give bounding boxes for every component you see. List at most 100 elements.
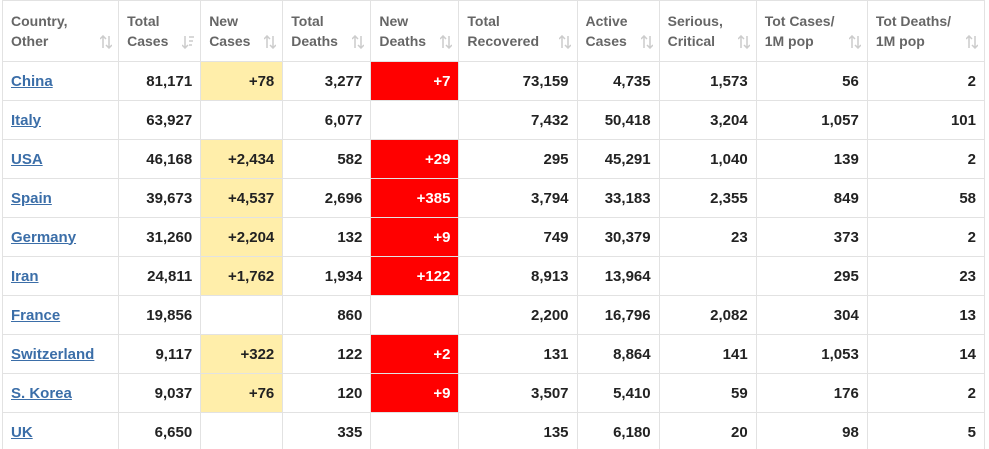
table-cell: +122 [370,256,460,296]
table-row: Iran 24,811 +1,762 1,934 +122 8,913 13,964 295 2… [1,256,986,296]
table-cell: 98 [755,412,868,449]
header-text: Serious, [667,13,723,29]
table-cell: +76 [200,373,284,413]
header-text: Total [291,13,324,29]
table-row: Italy 63,927 6,077 7,432 50,418 3,204 1,057 101 [1,100,986,140]
table-cell: 1,040 [658,139,757,179]
table-cell: 176 [755,373,868,413]
table-cell: 141 [658,334,757,374]
column-header[interactable]: Total Cases [118,0,202,62]
table-cell: 81,171 [118,61,202,101]
table-row: Switzerland 9,117 +322 122 +2 131 8,864 141 1,05… [1,334,986,374]
table-cell: 2 [866,217,986,257]
sort-icon[interactable] [440,35,453,49]
sort-glyph [848,35,861,49]
table-row: S. Korea 9,037 +76 120 +9 3,507 5,410 59 176 2 [1,373,986,413]
sort-icon[interactable] [558,35,571,49]
table-cell: USA [1,139,120,179]
table-cell: +2,204 [200,217,284,257]
country-link[interactable]: Switzerland [11,345,95,363]
column-header[interactable]: Country, Other [1,0,120,62]
table-cell: +78 [200,61,284,101]
country-link[interactable]: China [11,72,53,90]
sort-icon[interactable] [264,35,277,49]
sort-glyph [440,35,453,49]
table-cell: +322 [200,334,284,374]
country-link[interactable]: Germany [11,228,77,246]
header-text: Critical [667,33,716,49]
table-cell: 6,180 [576,412,660,449]
country-link[interactable]: USA [11,150,43,168]
country-link[interactable]: Spain [11,189,52,207]
column-header[interactable]: Tot Deaths/1M pop [866,0,986,62]
table-cell: China [1,61,120,101]
sort-icon[interactable] [182,35,195,49]
column-header[interactable]: New Deaths [370,0,460,62]
table-cell: 3,277 [282,61,372,101]
table-cell: 56 [755,61,868,101]
sort-glyph [182,36,195,49]
header-text: New [209,13,238,29]
table-body: China 81,171 +78 3,277 +7 73,159 4,735 1,573 56 2… [1,61,986,449]
table-cell: 2 [866,373,986,413]
table-cell: +385 [370,178,460,218]
table-cell: 19,856 [118,295,202,335]
table-cell [200,100,284,140]
table-cell: 7,432 [458,100,578,140]
sort-glyph [352,35,365,49]
sort-glyph [100,35,113,49]
table-cell: 2,355 [658,178,757,218]
table-cell: +2 [370,334,460,374]
sort-icon[interactable] [352,35,365,49]
country-link[interactable]: S. Korea [11,384,72,402]
table-cell: 63,927 [118,100,202,140]
column-header[interactable]: Total Deaths [282,0,372,62]
table-row: China 81,171 +78 3,277 +7 73,159 4,735 1,573 56 2 [1,61,986,101]
column-header[interactable]: Active Cases [576,0,660,62]
table-cell: 335 [282,412,372,449]
header-text: Deaths [379,33,427,49]
table-cell: 1,053 [755,334,868,374]
table-cell: 1,934 [282,256,372,296]
column-header[interactable]: Total Recovered [458,0,578,62]
table-cell: 45,291 [576,139,660,179]
country-link[interactable]: UK [11,423,33,441]
table-cell: 24,811 [118,256,202,296]
column-header[interactable]: New Cases [200,0,284,62]
table-cell [658,256,757,296]
table-cell: 2 [866,139,986,179]
sort-icon[interactable] [100,35,113,49]
table-row: USA 46,168 +2,434 582 +29 295 45,291 1,040 139 2 [1,139,986,179]
sort-icon[interactable] [848,35,861,49]
table-row: UK 6,650 335 135 6,180 20 98 5 [1,412,986,449]
table-cell [370,100,460,140]
table-cell [370,295,460,335]
country-link[interactable]: France [11,306,61,324]
table-cell: France [1,295,120,335]
sort-icon[interactable] [966,35,978,49]
table-cell: 8,864 [576,334,660,374]
table-cell: 6,650 [118,412,202,449]
table-cell: UK [1,412,120,449]
header-text: Total [467,13,500,29]
column-header[interactable]: Serious, Critical [658,0,757,62]
table-cell: 23 [658,217,757,257]
table-cell: 1,057 [755,100,868,140]
country-link[interactable]: Iran [11,267,39,285]
table-cell: 5,410 [576,373,660,413]
column-header[interactable]: Tot Cases/1M pop [755,0,868,62]
header-text: Tot Cases/ [764,13,835,29]
table-cell: 31,260 [118,217,202,257]
table-cell: 59 [658,373,757,413]
country-link[interactable]: Italy [11,111,42,129]
table-cell: 101 [866,100,986,140]
sort-icon[interactable] [737,35,750,49]
table-row: Germany 31,260 +2,204 132 +9 749 30,379 23 373 2 [1,217,986,257]
header-text: Other [11,33,49,49]
table-cell: 295 [458,139,578,179]
table-cell: 304 [755,295,868,335]
table-cell [200,295,284,335]
sort-icon[interactable] [640,35,653,49]
table-cell: 3,204 [658,100,757,140]
